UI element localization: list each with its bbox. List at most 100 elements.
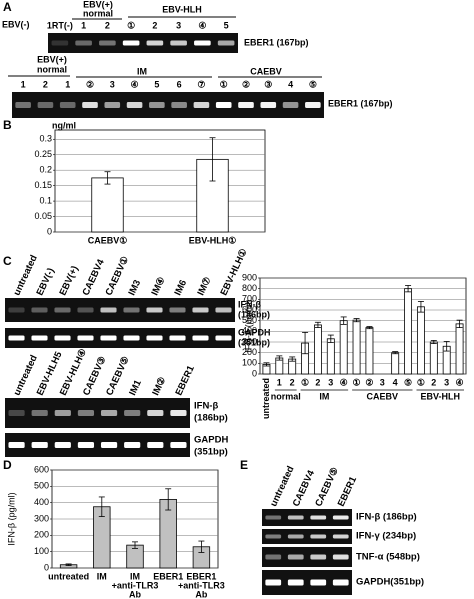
error-bar xyxy=(65,563,72,566)
gel-band xyxy=(77,335,94,341)
bar xyxy=(91,177,124,233)
bar xyxy=(313,324,322,375)
bar xyxy=(404,288,413,375)
band-label: IFN-γ (234bp) xyxy=(356,531,416,542)
gel xyxy=(5,328,235,348)
gel-band xyxy=(332,579,349,586)
x-tick-label: +anti-TLR3 xyxy=(112,580,159,590)
gel-band xyxy=(260,102,277,108)
lane-label: 1 xyxy=(21,79,26,89)
error-bar xyxy=(98,496,105,517)
x-tick-label: ④ xyxy=(340,377,348,387)
y-tick-label: 100 xyxy=(34,546,49,556)
gel-band xyxy=(287,554,304,560)
gel-band xyxy=(124,410,141,416)
y-tick-label: 0 xyxy=(252,368,257,378)
y-tick-label: 800 xyxy=(242,283,257,293)
y-tick-label: 700 xyxy=(242,294,257,304)
gel-band xyxy=(31,335,48,341)
gel-band xyxy=(310,534,327,539)
lane-label: EBER1 xyxy=(336,474,360,508)
gel-band xyxy=(77,442,95,448)
x-tick-label: 3 xyxy=(328,377,333,387)
lane-label: EBV(+) xyxy=(58,264,81,297)
panel-letter: C xyxy=(3,254,12,268)
gel-band xyxy=(146,307,163,313)
error-bar xyxy=(289,356,296,362)
group-label: EBV(-) xyxy=(2,19,30,29)
panel-letter: B xyxy=(3,118,12,132)
gel-band xyxy=(82,102,98,108)
gel-band xyxy=(100,335,117,341)
bar xyxy=(339,320,348,375)
error-bar xyxy=(198,540,205,553)
gel-band xyxy=(99,40,116,46)
lane-label: 6 xyxy=(177,79,182,89)
y-tick-label: 0.3 xyxy=(39,134,52,144)
error-bar xyxy=(302,331,309,355)
error-bar xyxy=(443,341,450,352)
y-tick-label: 400 xyxy=(242,326,257,336)
x-tick-label: 3 xyxy=(444,377,449,387)
band-label: GAPDH xyxy=(238,327,271,337)
band-label: IFN-β (186bp) xyxy=(356,512,417,523)
band-label: IFN-β xyxy=(194,401,218,412)
y-tick-label: 200 xyxy=(242,347,257,357)
gel-band xyxy=(146,335,163,341)
x-tick-label: untreated xyxy=(48,571,89,581)
gel-band xyxy=(310,554,327,560)
x-tick-label: ① xyxy=(301,377,309,387)
gel-band xyxy=(54,307,71,313)
gel-band xyxy=(126,102,143,108)
x-tick-label: Ab xyxy=(195,589,207,599)
error-bar xyxy=(314,321,321,329)
y-tick-label: 300 xyxy=(242,336,257,346)
y-tick-label: 100 xyxy=(242,358,257,368)
gel-band xyxy=(169,307,186,313)
gel-band xyxy=(54,410,71,416)
gel-band xyxy=(8,335,25,341)
gel-band xyxy=(8,410,25,416)
y-tick-label: 0.15 xyxy=(34,180,52,190)
gel-band xyxy=(194,40,211,46)
group-label: normal xyxy=(271,391,301,401)
gel-band xyxy=(215,102,232,108)
y-tick-label: 900 xyxy=(242,272,257,282)
gel-band xyxy=(282,102,299,108)
gel-band xyxy=(170,442,187,448)
group-label: EBV-HLH xyxy=(162,4,202,14)
gel-band xyxy=(147,442,164,448)
y-axis-label: IFN-β (pg/ml) xyxy=(6,492,16,545)
gel xyxy=(262,547,352,567)
gel-band xyxy=(332,534,349,539)
y-unit: ng/ml xyxy=(52,120,76,130)
x-tick-label: Ab xyxy=(129,589,141,599)
band-label: (351bp) xyxy=(194,447,228,458)
y-tick-label: 0.25 xyxy=(34,149,52,159)
lane-label: ③ xyxy=(264,79,272,89)
y-tick-label: 0.1 xyxy=(39,195,52,205)
lane-label: 3 xyxy=(176,20,181,30)
lane-label: IM6 xyxy=(173,278,190,297)
group-label: normal xyxy=(37,64,67,74)
bar xyxy=(429,341,438,375)
y-tick-label: 300 xyxy=(34,513,49,523)
error-bar xyxy=(276,355,283,361)
lane-label: 1RT(-) xyxy=(47,20,73,30)
gel-band xyxy=(100,410,118,416)
lane-label: IM② xyxy=(150,375,168,397)
gel-band xyxy=(170,40,187,46)
gel-band xyxy=(149,102,165,108)
error-bar xyxy=(327,334,334,343)
gel-band xyxy=(59,102,76,108)
lane-label: ① xyxy=(220,79,228,89)
lane-label: IM④ xyxy=(150,275,168,297)
group-label: CAEBV xyxy=(250,66,282,76)
bar xyxy=(365,327,374,375)
error-bar xyxy=(366,326,373,330)
x-tick-label: EBER1 xyxy=(153,571,183,581)
y-tick-label: 0 xyxy=(47,226,52,236)
gel-band xyxy=(217,40,235,46)
gel-band xyxy=(170,410,187,416)
gel-band xyxy=(287,515,304,520)
